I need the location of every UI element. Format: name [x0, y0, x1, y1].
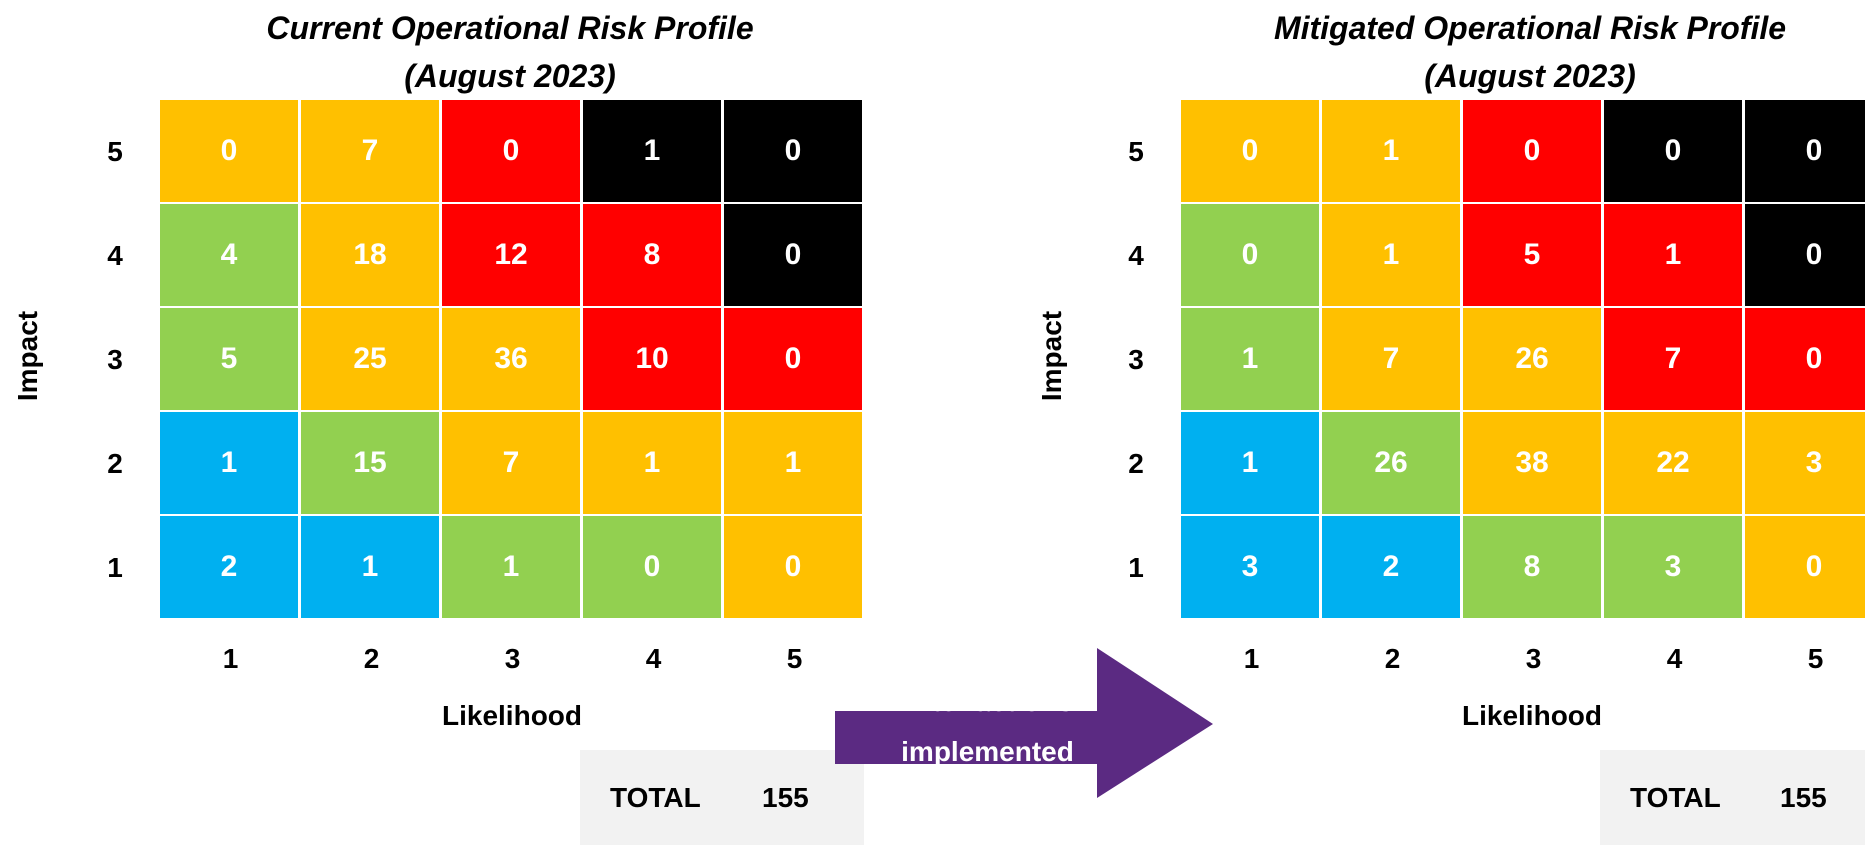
mitigated-x-axis-label: Likelihood: [1462, 700, 1602, 731]
mitigated-chart-title: Mitigated Operational Risk Profile (Augu…: [1180, 4, 1865, 100]
mitigated-y-tick-4: 4: [1128, 240, 1144, 271]
current-cell-impact-2-likelihood-2: 15: [301, 412, 439, 514]
mitigated-cell-impact-2-likelihood-3: 38: [1463, 412, 1601, 514]
current-cell-impact-4-likelihood-2: 18: [301, 204, 439, 306]
current-y-tick-1: 1: [107, 552, 123, 583]
current-y-tick-2: 2: [107, 448, 123, 479]
current-cell-impact-1-likelihood-4: 0: [583, 516, 721, 618]
current-cell-impact-4-likelihood-5: 0: [724, 204, 862, 306]
current-cell-impact-4-likelihood-1: 4: [160, 204, 298, 306]
current-x-axis-label: Likelihood: [442, 700, 582, 731]
current-heatmap-grid: 0 7 0 1 0 4 18 12 8 0 5 25 36 10 0 1 15 7 1 1 2 1 1 0 0: [160, 100, 865, 620]
current-cell-impact-3-likelihood-4: 10: [583, 308, 721, 410]
current-y-tick-4: 4: [107, 240, 123, 271]
mitigated-total-value: 155: [1780, 781, 1827, 813]
mitigated-cell-impact-1-likelihood-2: 2: [1322, 516, 1460, 618]
mitigated-total-label: TOTAL: [1630, 781, 1721, 813]
mitigated-cell-impact-2-likelihood-4: 22: [1604, 412, 1742, 514]
current-cell-impact-2-likelihood-4: 1: [583, 412, 721, 514]
current-cell-impact-4-likelihood-4: 8: [583, 204, 721, 306]
current-cell-impact-1-likelihood-3: 1: [442, 516, 580, 618]
current-total-value: 155: [762, 781, 809, 813]
mitigated-cell-impact-5-likelihood-5: 0: [1745, 100, 1865, 202]
current-y-axis-label: Impact: [12, 310, 43, 402]
current-total-label: TOTAL: [610, 781, 701, 813]
current-cell-impact-3-likelihood-5: 0: [724, 308, 862, 410]
current-cell-impact-3-likelihood-2: 25: [301, 308, 439, 410]
mitigated-cell-impact-4-likelihood-3: 5: [1463, 204, 1601, 306]
mitigated-cell-impact-5-likelihood-2: 1: [1322, 100, 1460, 202]
current-x-tick-2: 2: [363, 643, 380, 674]
current-cell-impact-2-likelihood-5: 1: [724, 412, 862, 514]
current-title-line1: Current Operational Risk Profile: [266, 10, 754, 46]
mitigated-total-box: TOTAL 155: [1600, 750, 1865, 845]
current-x-tick-1: 1: [222, 643, 239, 674]
current-cell-impact-4-likelihood-3: 12: [442, 204, 580, 306]
mitigated-y-tick-1: 1: [1128, 552, 1144, 583]
mitigated-cell-impact-1-likelihood-3: 8: [1463, 516, 1601, 618]
mitigated-cell-impact-2-likelihood-1: 1: [1181, 412, 1319, 514]
current-cell-impact-5-likelihood-4: 1: [583, 100, 721, 202]
mitigated-heatmap-grid: 0 1 0 0 0 0 1 5 1 0 1 7 26 7 0 1 26 38 22 3 3 2 8 3 0: [1181, 100, 1865, 620]
current-chart-title: Current Operational Risk Profile (August…: [160, 4, 860, 100]
current-y-tick-5: 5: [107, 136, 123, 167]
mitigated-y-tick-2: 2: [1128, 448, 1144, 479]
mitigated-y-tick-5: 5: [1128, 136, 1144, 167]
mitigated-cell-impact-5-likelihood-1: 0: [1181, 100, 1319, 202]
mitigated-x-tick-2: 2: [1384, 643, 1401, 674]
mitigated-cell-impact-4-likelihood-2: 1: [1322, 204, 1460, 306]
current-y-tick-3: 3: [107, 344, 123, 375]
current-cell-impact-5-likelihood-2: 7: [301, 100, 439, 202]
mitigated-cell-impact-3-likelihood-1: 1: [1181, 308, 1319, 410]
mitigated-cell-impact-3-likelihood-2: 7: [1322, 308, 1460, 410]
mitigated-x-tick-5: 5: [1807, 643, 1824, 674]
current-cell-impact-3-likelihood-3: 36: [442, 308, 580, 410]
mitigated-cell-impact-1-likelihood-5: 0: [1745, 516, 1865, 618]
current-cell-impact-1-likelihood-2: 1: [301, 516, 439, 618]
current-risk-panel: Current Operational Risk Profile (August…: [0, 0, 900, 845]
mitigated-title-line2: (August 2023): [1424, 58, 1636, 94]
mitigated-cell-impact-2-likelihood-5: 3: [1745, 412, 1865, 514]
current-cell-impact-5-likelihood-1: 0: [160, 100, 298, 202]
mitigated-cell-impact-4-likelihood-4: 1: [1604, 204, 1742, 306]
current-x-tick-4: 4: [645, 643, 662, 674]
current-cell-impact-1-likelihood-1: 2: [160, 516, 298, 618]
arrow-label-line2: implemented: [901, 736, 1074, 767]
mitigated-title-line1: Mitigated Operational Risk Profile: [1273, 10, 1787, 46]
mitigated-cell-impact-5-likelihood-3: 0: [1463, 100, 1601, 202]
mitigated-cell-impact-2-likelihood-2: 26: [1322, 412, 1460, 514]
mitigated-y-axis-label: Impact: [1036, 310, 1067, 402]
mitigated-cell-impact-1-likelihood-1: 3: [1181, 516, 1319, 618]
arrow-right-icon: [835, 648, 1213, 798]
current-cell-impact-2-likelihood-3: 7: [442, 412, 580, 514]
arrow-label: After actions implemented: [835, 677, 1140, 777]
current-cell-impact-1-likelihood-5: 0: [724, 516, 862, 618]
mitigated-risk-panel: Mitigated Operational Risk Profile (Augu…: [1000, 0, 1865, 845]
mitigated-x-tick-1: 1: [1243, 643, 1260, 674]
mitigated-cell-impact-5-likelihood-4: 0: [1604, 100, 1742, 202]
current-cell-impact-5-likelihood-3: 0: [442, 100, 580, 202]
current-cell-impact-3-likelihood-1: 5: [160, 308, 298, 410]
current-cell-impact-2-likelihood-1: 1: [160, 412, 298, 514]
mitigated-y-tick-3: 3: [1128, 344, 1144, 375]
mitigated-cell-impact-3-likelihood-3: 26: [1463, 308, 1601, 410]
mitigated-cell-impact-3-likelihood-4: 7: [1604, 308, 1742, 410]
current-cell-impact-5-likelihood-5: 0: [724, 100, 862, 202]
mitigated-x-tick-4: 4: [1666, 643, 1683, 674]
mitigated-cell-impact-3-likelihood-5: 0: [1745, 308, 1865, 410]
arrow-label-line1: After actions: [901, 686, 1074, 717]
current-x-tick-3: 3: [504, 643, 521, 674]
current-x-tick-5: 5: [786, 643, 803, 674]
mitigated-cell-impact-1-likelihood-4: 3: [1604, 516, 1742, 618]
mitigated-cell-impact-4-likelihood-1: 0: [1181, 204, 1319, 306]
current-total-box: TOTAL 155: [580, 750, 864, 845]
mitigated-x-tick-3: 3: [1525, 643, 1542, 674]
mitigated-cell-impact-4-likelihood-5: 0: [1745, 204, 1865, 306]
current-title-line2: (August 2023): [404, 58, 616, 94]
